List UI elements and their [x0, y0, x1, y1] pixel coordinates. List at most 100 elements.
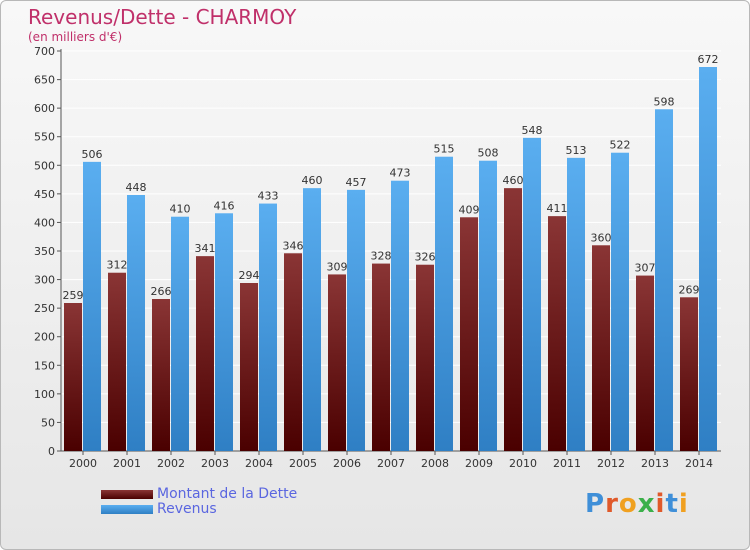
x-tick-label: 2007: [377, 457, 405, 470]
x-tick-label: 2001: [113, 457, 141, 470]
data-label-revenus: 515: [434, 143, 455, 156]
bar-dette: [460, 217, 478, 451]
logo-letter: i: [678, 489, 689, 519]
bar-revenus: [127, 195, 145, 451]
bar-dette: [504, 188, 522, 451]
data-label-dette: 341: [195, 242, 216, 255]
logo-letter: r: [605, 489, 619, 519]
data-label-revenus: 410: [170, 203, 191, 216]
y-tick-label: 100: [34, 388, 55, 401]
bar-revenus: [699, 67, 717, 451]
y-tick-label: 0: [48, 445, 55, 458]
bar-revenus: [655, 109, 673, 452]
x-tick-label: 2011: [553, 457, 581, 470]
y-tick-label: 200: [34, 331, 55, 344]
bar-revenus: [171, 216, 189, 451]
y-tick-label: 150: [34, 359, 55, 372]
data-label-revenus: 460: [302, 174, 323, 187]
data-label-revenus: 598: [654, 95, 675, 108]
x-tick-label: 2003: [201, 457, 229, 470]
legend-swatch-dette: [101, 490, 153, 499]
y-tick-label: 300: [34, 274, 55, 287]
data-label-dette: 460: [503, 174, 524, 187]
bar-dette: [240, 283, 258, 451]
x-tick-label: 2010: [509, 457, 537, 470]
bar-revenus: [611, 152, 629, 451]
y-tick-label: 550: [34, 131, 55, 144]
x-tick-label: 2012: [597, 457, 625, 470]
x-tick-label: 2013: [641, 457, 669, 470]
data-label-dette: 312: [107, 259, 128, 272]
bar-dette: [64, 303, 82, 451]
bar-revenus: [259, 203, 277, 451]
y-tick-label: 400: [34, 216, 55, 229]
y-tick-label: 350: [34, 245, 55, 258]
bar-dette: [548, 216, 566, 451]
data-label-dette: 309: [327, 260, 348, 273]
chart-subtitle: (en milliers d'€): [28, 30, 123, 44]
data-label-revenus: 508: [478, 147, 499, 160]
x-tick-label: 2014: [685, 457, 713, 470]
data-label-revenus: 433: [258, 190, 279, 203]
data-label-revenus: 672: [698, 53, 719, 66]
bar-dette: [592, 245, 610, 451]
y-tick-label: 650: [34, 74, 55, 87]
logo-letter: t: [665, 489, 679, 519]
y-tick-label: 250: [34, 302, 55, 315]
bar-revenus: [391, 180, 409, 451]
x-tick-label: 2006: [333, 457, 361, 470]
logo-letter: P: [585, 489, 606, 519]
data-label-revenus: 416: [214, 199, 235, 212]
data-label-dette: 307: [635, 262, 656, 275]
data-label-dette: 326: [415, 251, 436, 264]
data-label-dette: 360: [591, 231, 612, 244]
bar-revenus: [479, 160, 497, 451]
chart-title: Revenus/Dette - CHARMOY: [28, 5, 297, 29]
data-label-revenus: 448: [126, 181, 147, 194]
bar-revenus: [83, 161, 101, 451]
bar-dette: [284, 253, 302, 451]
bar-revenus: [567, 157, 585, 451]
x-tick-label: 2002: [157, 457, 185, 470]
y-tick-label: 700: [34, 45, 55, 58]
data-label-revenus: 473: [390, 167, 411, 180]
x-tick-label: 2000: [69, 457, 97, 470]
y-tick-label: 450: [34, 188, 55, 201]
y-tick-label: 50: [41, 416, 55, 429]
bar-dette: [372, 263, 390, 451]
bar-revenus: [303, 188, 321, 451]
x-tick-label: 2004: [245, 457, 273, 470]
legend-label-dette: Montant de la Dette: [157, 486, 298, 502]
bar-dette: [680, 297, 698, 451]
bar-dette: [196, 256, 214, 451]
legend-swatch-revenus: [101, 505, 153, 514]
bar-revenus: [347, 189, 365, 451]
logo-letter: i: [655, 489, 666, 519]
data-label-dette: 294: [239, 269, 260, 282]
data-label-dette: 259: [63, 289, 84, 302]
data-label-dette: 346: [283, 239, 304, 252]
data-label-revenus: 457: [346, 176, 367, 189]
data-label-revenus: 513: [566, 144, 587, 157]
bar-dette: [152, 299, 170, 451]
y-tick-label: 600: [34, 102, 55, 115]
data-label-dette: 411: [547, 202, 568, 215]
legend-label-revenus: Revenus: [157, 501, 217, 517]
data-label-dette: 269: [679, 283, 700, 296]
data-label-dette: 409: [459, 203, 480, 216]
y-tick-label: 500: [34, 159, 55, 172]
x-tick-label: 2008: [421, 457, 449, 470]
bar-dette: [108, 272, 126, 451]
proxiti-logo: Proxiti: [585, 489, 689, 519]
bar-dette: [416, 264, 434, 451]
data-label-dette: 266: [151, 285, 172, 298]
data-label-revenus: 506: [82, 148, 103, 161]
bar-dette: [636, 275, 654, 451]
bar-dette: [328, 274, 346, 451]
logo-letter: x: [637, 489, 656, 519]
logo-letter: o: [618, 489, 638, 519]
data-label-revenus: 522: [610, 139, 631, 152]
data-label-revenus: 548: [522, 124, 543, 137]
x-tick-label: 2009: [465, 457, 493, 470]
